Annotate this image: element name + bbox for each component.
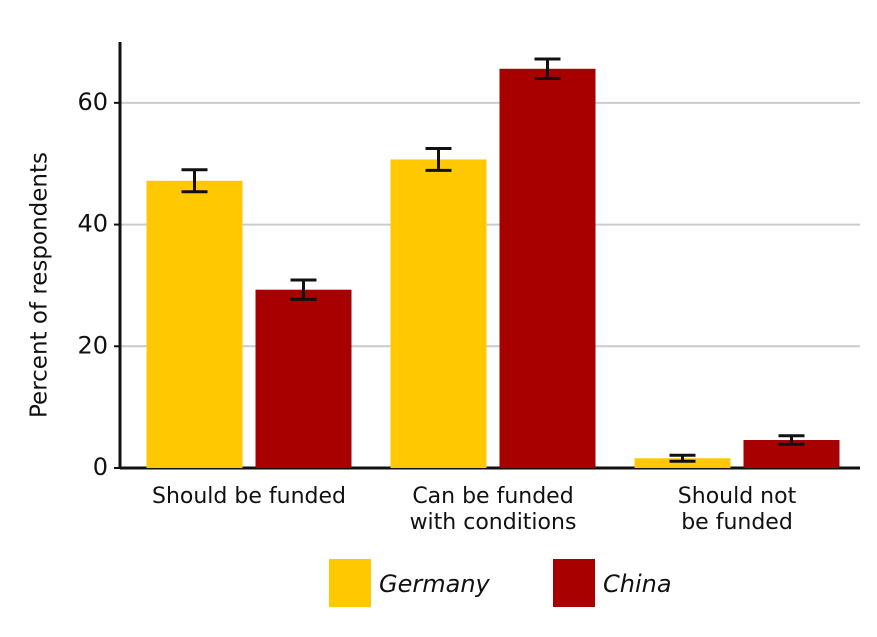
error-bar — [181, 168, 208, 194]
y-tick-label: 20 — [77, 331, 108, 359]
y-tick-label: 0 — [93, 453, 108, 481]
bar — [255, 289, 352, 468]
x-tick-label: Can be funded with conditions — [409, 484, 577, 535]
bar — [390, 159, 487, 468]
bar — [499, 68, 596, 468]
error-bar — [534, 57, 561, 81]
error-bar — [778, 434, 805, 446]
error-bar — [290, 278, 317, 301]
error-bar — [425, 147, 452, 172]
bar — [146, 180, 243, 469]
legend-label: Germany — [379, 570, 491, 598]
bar — [634, 458, 731, 468]
y-axis-label: Percent of respondents — [27, 152, 53, 418]
x-tick-label: Should be funded — [152, 484, 346, 509]
legend-swatch — [553, 559, 595, 607]
legend-label: China — [603, 570, 672, 598]
error-bar — [669, 453, 696, 463]
legend-swatch — [329, 559, 371, 607]
y-tick-label: 40 — [77, 210, 108, 238]
x-tick-label: Should not be funded — [677, 484, 797, 535]
y-tick-label: 60 — [77, 88, 108, 116]
